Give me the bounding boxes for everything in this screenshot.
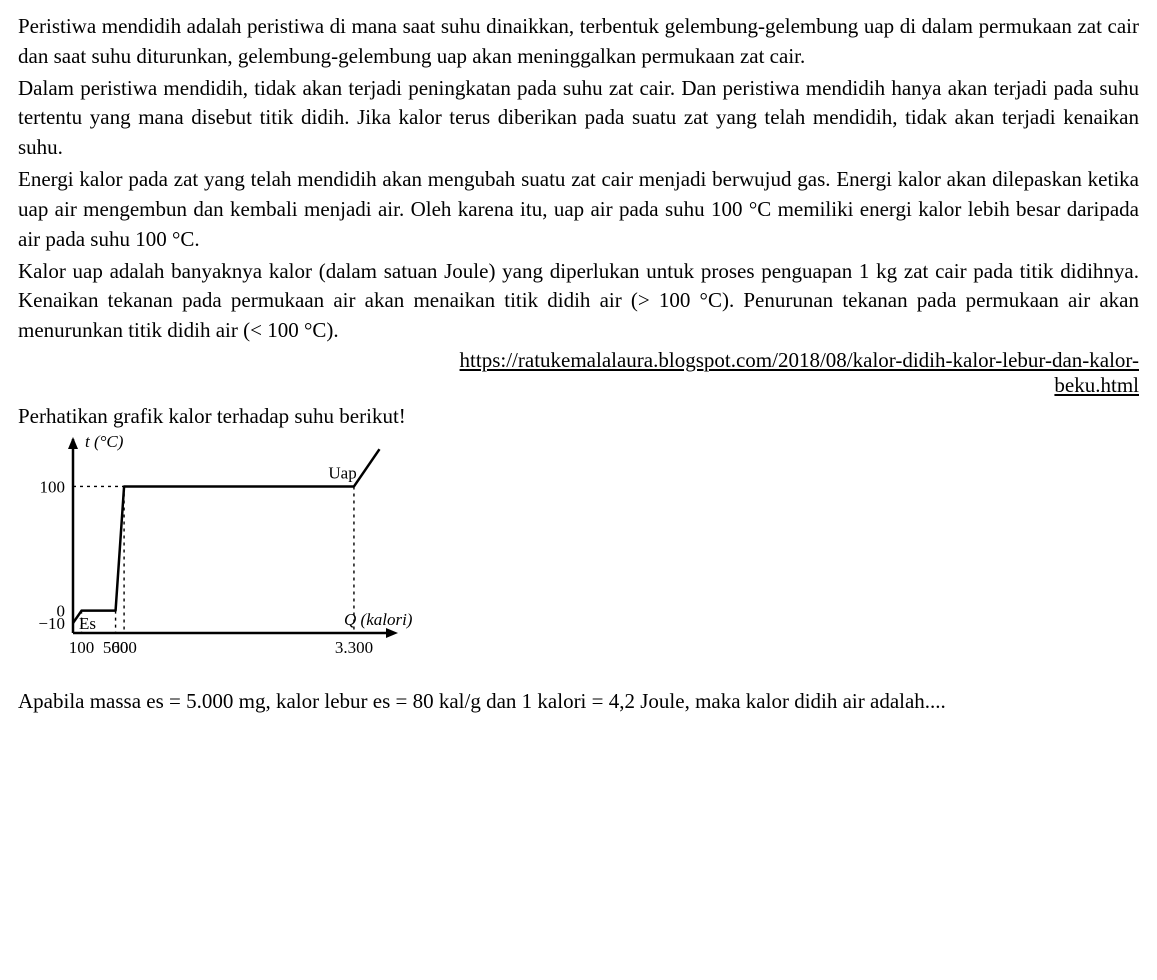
svg-text:t (°C): t (°C) (85, 433, 124, 451)
question-text: Apabila massa es = 5.000 mg, kalor lebur… (18, 689, 1139, 714)
paragraph-1: Peristiwa mendidih adalah peristiwa di m… (18, 12, 1139, 72)
svg-text:Es: Es (79, 614, 96, 633)
paragraph-2: Dalam peristiwa mendidih, tidak akan ter… (18, 74, 1139, 163)
svg-text:Q (kalori): Q (kalori) (344, 610, 413, 629)
source-link-line1: https://ratukemalalaura.blogspot.com/201… (460, 348, 1139, 372)
paragraph-4: Kalor uap adalah banyaknya kalor (dalam … (18, 257, 1139, 346)
source-link-line2: beku.html (1054, 373, 1139, 397)
svg-text:0: 0 (57, 602, 66, 621)
svg-text:100: 100 (40, 477, 66, 496)
svg-text:Uap: Uap (328, 463, 356, 482)
svg-text:100: 100 (69, 638, 95, 657)
svg-text:3.300: 3.300 (335, 638, 373, 657)
source-link[interactable]: https://ratukemalalaura.blogspot.com/201… (18, 348, 1139, 398)
chart-prompt: Perhatikan grafik kalor terhadap suhu be… (18, 404, 1139, 429)
paragraph-3: Energi kalor pada zat yang telah mendidi… (18, 165, 1139, 254)
svg-text:600: 600 (111, 638, 137, 657)
heat-temperature-chart: −1001001005006003.300t (°C)Q (kalori)Uap… (18, 433, 1139, 679)
